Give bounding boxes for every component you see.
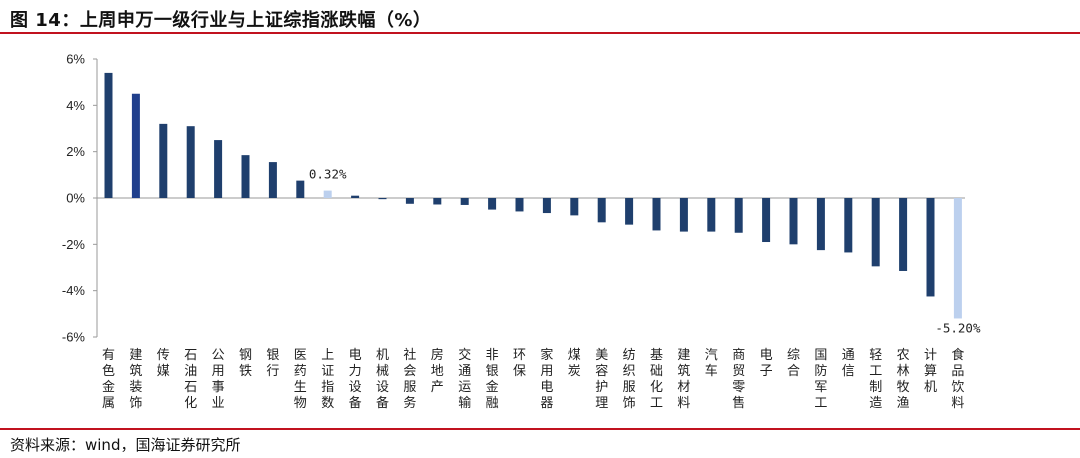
y-tick-label: 2%: [66, 144, 85, 159]
category-label: 石油石化: [184, 348, 197, 411]
category-label: 公用事业: [212, 348, 225, 411]
category-label: 社会服务: [403, 347, 416, 411]
bar: [597, 198, 606, 223]
bar: [679, 198, 688, 232]
category-label: 国防军工: [814, 348, 827, 411]
category-label: 环保: [513, 348, 526, 379]
category-label: 综合: [787, 348, 800, 379]
category-label: 机械设备: [376, 348, 389, 411]
category-label: 银行: [266, 348, 279, 379]
bar: [433, 198, 442, 205]
y-tick-label: -2%: [62, 237, 86, 252]
bar: [104, 72, 113, 198]
category-label: 农林牧渔: [897, 348, 910, 411]
bar: [789, 198, 798, 245]
y-tick-label: 0%: [66, 191, 85, 206]
category-label: 传媒: [157, 348, 170, 379]
bar: [816, 198, 825, 251]
category-label: 上证指数: [321, 348, 334, 411]
y-tick-label: -4%: [62, 283, 86, 298]
category-label: 通信: [842, 348, 855, 379]
bar: [899, 198, 908, 271]
category-label: 交通运输: [458, 347, 471, 411]
figure-title: 图 14：上周申万一级行业与上证综指涨跌幅（%）: [10, 10, 432, 31]
bar: [186, 126, 195, 198]
category-label: 煤炭: [568, 348, 581, 379]
bar: [488, 198, 497, 210]
bar: [241, 155, 250, 198]
bar: [707, 198, 716, 232]
category-label: 纺织服饰: [623, 348, 636, 411]
y-tick-label: 4%: [66, 98, 85, 113]
category-label: 汽车: [705, 348, 718, 379]
bar: [542, 198, 551, 214]
category-label: 计算机: [924, 348, 937, 395]
bar: [351, 195, 360, 198]
category-label: 有色金属: [102, 348, 115, 411]
title-rule: [0, 32, 1080, 34]
category-label: 医药生物: [294, 348, 307, 411]
category-label: 电力设备: [349, 348, 362, 411]
category-label: 非银金融: [486, 348, 499, 411]
bar: [762, 198, 771, 243]
chart-axes: 6% 4% 2% 0% -2% -4% -6%: [62, 52, 965, 345]
bar: [953, 198, 962, 319]
source-rule: [0, 428, 1080, 430]
bar: [323, 190, 332, 198]
bar: [515, 198, 524, 212]
category-label: 钢铁: [239, 348, 252, 379]
bar: [871, 198, 880, 267]
category-label: 美容护理: [595, 348, 608, 411]
bar: [296, 180, 305, 198]
bar: [460, 198, 469, 205]
y-tick-label: -6%: [62, 330, 86, 345]
category-label: 食品饮料: [951, 347, 964, 411]
bar: [734, 198, 743, 233]
bar: [131, 93, 140, 198]
bar: [159, 123, 168, 198]
y-tick-label: 6%: [66, 52, 85, 67]
category-label: 建筑材料: [677, 348, 690, 411]
bar: [570, 198, 579, 216]
category-label: 建筑装饰: [129, 348, 142, 411]
bar: [652, 198, 661, 231]
bar: [405, 198, 414, 204]
category-label: 基础化工: [650, 348, 663, 411]
source-note: 资料来源：wind，国海证券研究所: [10, 436, 241, 454]
category-label: 房地产: [431, 347, 444, 395]
bar: [214, 140, 223, 198]
category-label: 家用电器: [540, 347, 553, 411]
chart-bars: [104, 72, 962, 319]
category-label: 轻工制造: [869, 348, 882, 411]
category-label: 商贸零售: [732, 348, 745, 411]
bar: [268, 162, 277, 198]
bar: [844, 198, 853, 253]
bar: [378, 198, 387, 200]
data-label: 0.32%: [309, 167, 347, 182]
category-label: 电子: [760, 348, 773, 379]
data-label: -5.20%: [935, 320, 981, 335]
bar: [926, 198, 935, 297]
bar: [625, 198, 634, 225]
